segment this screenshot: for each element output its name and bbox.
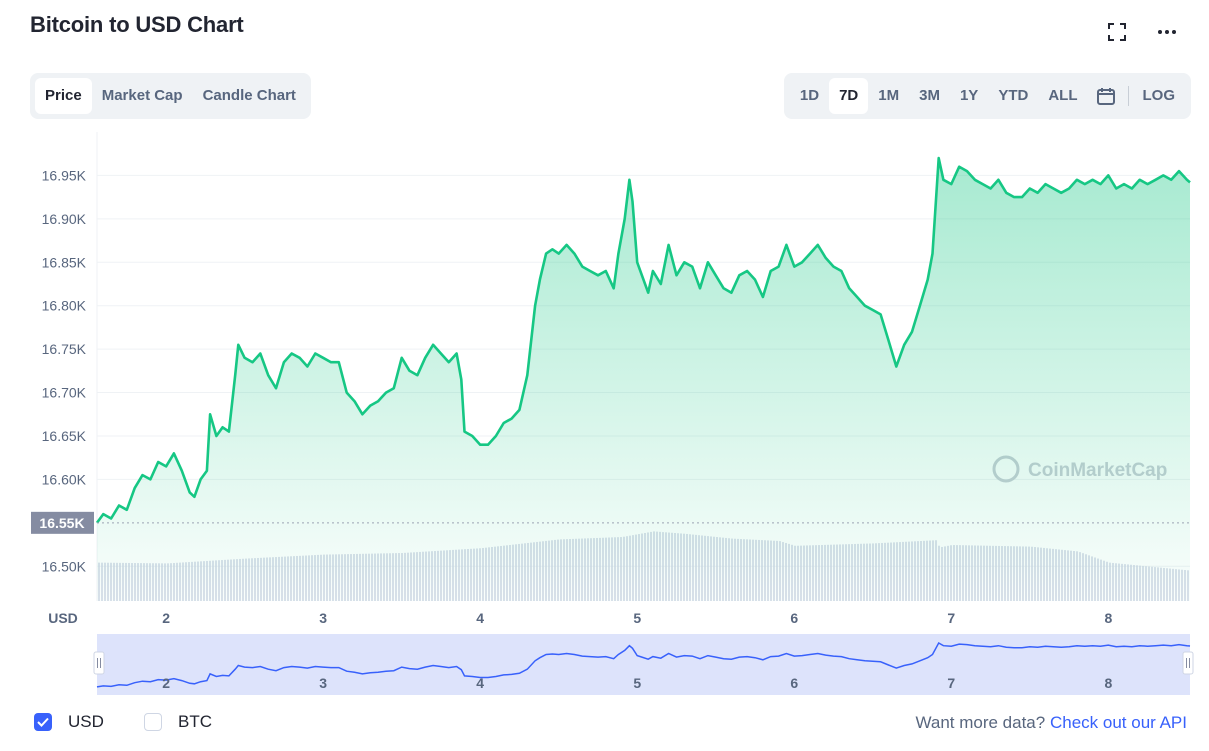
more-dots-icon[interactable] xyxy=(1153,18,1181,46)
navigator-handle-right[interactable] xyxy=(1182,651,1194,675)
y-tick-label: 16.60K xyxy=(42,471,87,487)
y-tick-label: 16.75K xyxy=(42,341,87,357)
navigator-tick-label: 6 xyxy=(790,675,798,691)
fullscreen-icon[interactable] xyxy=(1103,18,1131,46)
x-tick-label: 2 xyxy=(162,610,170,626)
y-tick-label: 16.95K xyxy=(42,167,87,183)
api-promo: Want more data? Check out our API xyxy=(915,713,1187,733)
btc-checkbox[interactable] xyxy=(144,713,162,731)
btc-option[interactable]: BTC xyxy=(144,712,212,732)
navigator-tick-label: 5 xyxy=(633,675,641,691)
navigator-tick-label: 3 xyxy=(319,675,327,691)
x-tick-label: 6 xyxy=(790,610,798,626)
range-3m[interactable]: 3M xyxy=(919,87,940,104)
y-tick-label: 16.50K xyxy=(42,558,87,574)
range-1m[interactable]: 1M xyxy=(878,87,900,104)
chart-type-tabs: Price Market Cap Candle Chart xyxy=(30,73,311,119)
api-prefix: Want more data? xyxy=(915,713,1046,732)
range-1d[interactable]: 1D xyxy=(799,87,820,104)
y-tick-label: 16.80K xyxy=(42,298,87,314)
btc-label: BTC xyxy=(178,712,212,731)
current-price-badge xyxy=(31,511,94,534)
x-tick-label: 3 xyxy=(319,610,327,626)
tab-price[interactable]: Price xyxy=(35,78,92,114)
x-tick-label: 5 xyxy=(633,610,641,626)
navigator-window xyxy=(97,634,1190,695)
range-ytd[interactable]: YTD xyxy=(998,87,1029,104)
current-price-label: 16.55K xyxy=(39,515,84,531)
tab-candle-chart[interactable]: Candle Chart xyxy=(202,87,296,104)
currency-axis-label: USD xyxy=(48,610,78,626)
y-tick-label: 16.70K xyxy=(42,385,87,401)
calendar-icon[interactable] xyxy=(1088,78,1124,114)
price-line xyxy=(95,156,1191,524)
navigator-tick-label: 7 xyxy=(947,675,955,691)
x-tick-label: 8 xyxy=(1104,610,1112,626)
tab-market-cap[interactable]: Market Cap xyxy=(101,87,183,104)
navigator-tick-label: 8 xyxy=(1104,675,1112,691)
navigator-tick-label: 2 xyxy=(162,675,170,691)
usd-option[interactable]: USD xyxy=(34,712,104,732)
log-toggle[interactable]: LOG xyxy=(1142,87,1176,104)
page-title: Bitcoin to USD Chart xyxy=(30,12,244,37)
navigator-handle-left[interactable] xyxy=(93,651,105,675)
price-area xyxy=(97,158,1190,601)
header-actions xyxy=(1103,18,1181,46)
divider xyxy=(1127,86,1129,106)
range-all[interactable]: ALL xyxy=(1048,87,1078,104)
usd-checkbox[interactable] xyxy=(34,713,52,731)
api-link[interactable]: Check out our API xyxy=(1049,713,1187,732)
usd-label: USD xyxy=(68,712,104,731)
x-tick-label: 7 xyxy=(947,610,955,626)
time-range-selector: 1D 7D 1M 3M 1Y YTD ALL LOG xyxy=(783,73,1191,119)
y-tick-label: 16.65K xyxy=(42,428,87,444)
y-tick-label: 16.90K xyxy=(42,211,87,227)
navigator-tick-label: 4 xyxy=(476,675,484,691)
x-tick-label: 4 xyxy=(476,610,484,626)
y-tick-label: 16.85K xyxy=(42,254,87,270)
range-7d[interactable]: 7D xyxy=(829,78,869,114)
navigator-line xyxy=(96,641,1191,688)
range-1y[interactable]: 1Y xyxy=(959,87,979,104)
